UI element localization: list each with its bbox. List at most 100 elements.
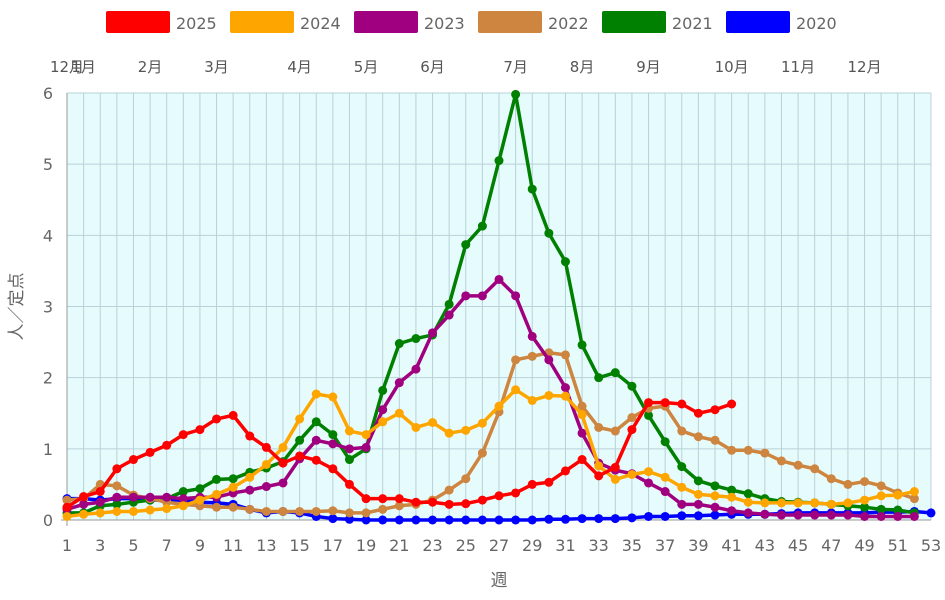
data-point bbox=[727, 492, 737, 502]
data-point bbox=[544, 514, 554, 524]
data-point bbox=[511, 355, 521, 365]
data-point bbox=[527, 351, 537, 361]
data-point bbox=[776, 456, 786, 466]
x-tick-label: 47 bbox=[821, 536, 841, 555]
data-point bbox=[477, 221, 487, 231]
data-point bbox=[876, 504, 886, 514]
x-tick-label: 53 bbox=[921, 536, 941, 555]
x-tick-label: 17 bbox=[323, 536, 343, 555]
data-point bbox=[511, 488, 521, 498]
data-point bbox=[328, 392, 338, 402]
data-point bbox=[145, 492, 155, 502]
data-point bbox=[311, 417, 321, 427]
data-point bbox=[477, 418, 487, 428]
legend-item-2024[interactable]: 2024 bbox=[230, 11, 341, 33]
legend-item-2025[interactable]: 2025 bbox=[106, 11, 217, 33]
data-point bbox=[577, 455, 587, 465]
x-axis-label: 週 bbox=[491, 571, 508, 591]
data-point bbox=[162, 492, 172, 502]
data-point bbox=[610, 426, 620, 436]
data-point bbox=[627, 381, 637, 391]
data-point bbox=[328, 506, 338, 516]
data-point bbox=[344, 444, 354, 454]
data-point bbox=[428, 418, 438, 428]
data-point bbox=[128, 506, 138, 516]
data-point bbox=[610, 462, 620, 472]
data-point bbox=[295, 506, 305, 516]
data-point bbox=[295, 451, 305, 461]
data-point bbox=[760, 448, 770, 458]
legend-item-2021[interactable]: 2021 bbox=[602, 11, 713, 33]
legend: 2025 2024 2023 2022 2021 2020 bbox=[106, 11, 837, 33]
legend-swatch bbox=[106, 11, 170, 33]
data-point bbox=[776, 498, 786, 508]
data-point bbox=[378, 417, 388, 427]
data-point bbox=[278, 458, 288, 468]
data-point bbox=[112, 481, 122, 491]
month-label: 8月 bbox=[570, 58, 595, 76]
y-axis-label: 人／定点 bbox=[7, 273, 27, 341]
data-point bbox=[494, 401, 504, 411]
data-point bbox=[810, 464, 820, 474]
data-point bbox=[594, 461, 604, 471]
data-point bbox=[145, 447, 155, 457]
data-point bbox=[444, 299, 454, 309]
data-point bbox=[411, 364, 421, 374]
data-point bbox=[860, 477, 870, 487]
data-point bbox=[511, 385, 521, 395]
data-point bbox=[261, 442, 271, 452]
data-point bbox=[261, 459, 271, 469]
data-point bbox=[195, 425, 205, 435]
data-point bbox=[228, 482, 238, 492]
x-tick-label: 35 bbox=[622, 536, 642, 555]
month-label: 9月 bbox=[636, 58, 661, 76]
legend-item-2022[interactable]: 2022 bbox=[478, 11, 589, 33]
data-point bbox=[79, 492, 89, 502]
data-point bbox=[62, 502, 72, 512]
data-point bbox=[212, 489, 222, 499]
data-point bbox=[112, 464, 122, 474]
series-2024 bbox=[62, 385, 919, 521]
data-point bbox=[710, 435, 720, 445]
data-point bbox=[577, 410, 587, 420]
y-tick-label: 1 bbox=[43, 440, 53, 459]
data-point bbox=[212, 474, 222, 484]
data-point bbox=[95, 508, 105, 518]
data-point bbox=[660, 487, 670, 497]
legend-label: 2020 bbox=[796, 14, 837, 33]
data-point bbox=[328, 430, 338, 440]
month-label: 3月 bbox=[204, 58, 229, 76]
data-point bbox=[245, 431, 255, 441]
x-tick-label: 31 bbox=[555, 536, 575, 555]
data-point bbox=[594, 514, 604, 524]
data-point bbox=[610, 514, 620, 524]
data-point bbox=[760, 498, 770, 508]
data-point bbox=[344, 508, 354, 518]
x-tick-label: 7 bbox=[162, 536, 172, 555]
y-tick-label: 2 bbox=[43, 369, 53, 388]
data-point bbox=[195, 495, 205, 505]
data-point bbox=[793, 498, 803, 508]
series-line bbox=[66, 388, 915, 519]
month-label: 10月 bbox=[715, 58, 749, 76]
x-tick-label: 39 bbox=[688, 536, 708, 555]
data-point bbox=[544, 477, 554, 487]
data-point bbox=[560, 391, 570, 401]
data-point bbox=[428, 497, 438, 507]
x-tick-label: 21 bbox=[389, 536, 409, 555]
data-point bbox=[893, 511, 903, 521]
data-point bbox=[195, 484, 205, 494]
month-label: 7月 bbox=[503, 58, 528, 76]
data-point bbox=[378, 405, 388, 415]
legend-item-2023[interactable]: 2023 bbox=[354, 11, 465, 33]
data-point bbox=[594, 373, 604, 383]
legend-item-2020[interactable]: 2020 bbox=[726, 11, 837, 33]
month-label: 1月 bbox=[71, 58, 96, 76]
data-point bbox=[511, 515, 521, 525]
data-point bbox=[743, 508, 753, 518]
data-point bbox=[644, 478, 654, 488]
data-point bbox=[494, 274, 504, 284]
data-point bbox=[743, 497, 753, 507]
data-point bbox=[876, 511, 886, 521]
